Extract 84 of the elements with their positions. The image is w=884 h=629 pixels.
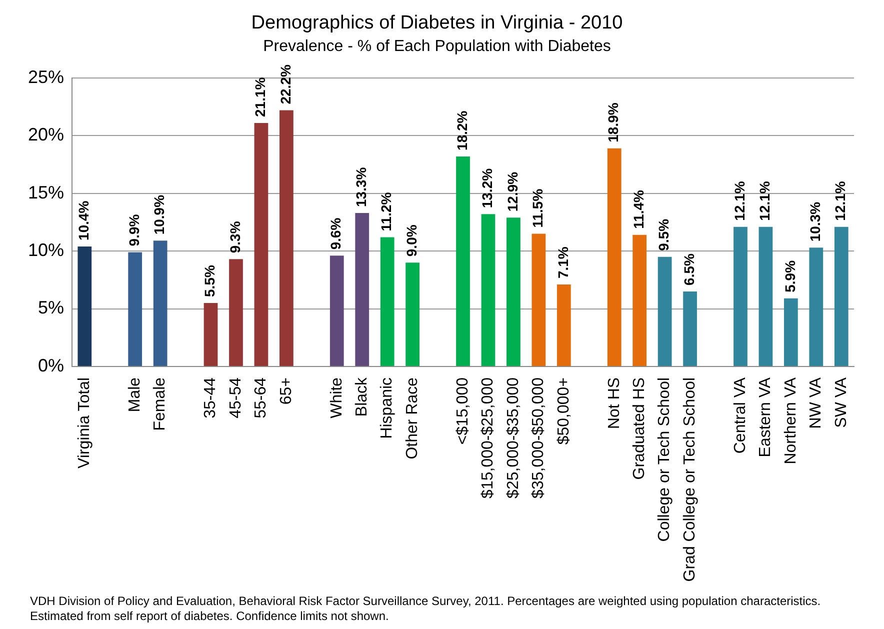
x-tick-label: Male (126, 377, 144, 412)
data-label: 9.3% (226, 220, 243, 254)
data-label: 9.0% (403, 224, 420, 257)
x-tick-label: $25,000-$35,000 (504, 377, 522, 498)
bar (280, 110, 294, 366)
x-tick-label: 65+ (278, 377, 295, 405)
x-tick-label: Central VA (732, 377, 749, 454)
data-label: 6.5% (680, 252, 697, 286)
x-tick-label: Graduated HS (630, 377, 648, 480)
bar (734, 226, 748, 366)
x-tick-label: 45-54 (227, 377, 244, 418)
data-label: 10.3% (807, 201, 824, 242)
bar (784, 298, 798, 366)
x-tick-label: Not HS (606, 377, 623, 430)
bar (204, 302, 218, 366)
data-label: 13.2% (479, 168, 496, 208)
y-tick-label: 10% (28, 240, 64, 260)
text: VDH Division of Policy and Evaluation, Behavioral Risk Factor Surveillance Survey, 2011. Percentages are weighted using population characteristics. Estimated from self report of diabetes. Confidence limits not shown. (30, 594, 822, 624)
y-tick-label: 25% (28, 66, 64, 87)
bar (834, 226, 848, 366)
data-label: 13.3% (352, 166, 369, 207)
x-tick-label: 55-64 (252, 377, 270, 418)
data-label: 12.1% (832, 180, 848, 221)
bar (683, 291, 697, 366)
x-tick-label: $35,000-$50,000 (530, 377, 548, 498)
x-tick-label: $15,000-$25,000 (480, 377, 497, 498)
bar (355, 212, 370, 366)
x-tick-label: College or Tech School (656, 377, 674, 542)
bar (128, 252, 142, 366)
bar (607, 148, 622, 366)
data-label: 9.9% (126, 214, 142, 246)
data-label: 18.2% (454, 110, 470, 150)
data-label: 7.1% (554, 246, 571, 279)
data-label: 12.1% (756, 180, 773, 221)
x-tick-label: <$15,000 (454, 377, 472, 445)
data-label: 10.9% (151, 194, 168, 235)
x-tick-label: Other Race (404, 377, 421, 460)
bar (658, 256, 672, 366)
data-label: 12.9% (504, 171, 520, 212)
bar (78, 246, 92, 366)
x-tick-label: Hispanic (378, 377, 396, 439)
x-tick-label: Female (152, 377, 169, 431)
x-tick-label: NW VA (808, 377, 825, 429)
data-label: 5.5% (202, 264, 218, 297)
y-tick-label: 5% (38, 298, 64, 318)
y-tick-label: 15% (28, 182, 64, 202)
bar (153, 240, 168, 366)
data-label: 11.5% (530, 188, 546, 228)
data-label: 18.9% (605, 102, 622, 142)
data-label: 21.1% (252, 76, 268, 117)
data-label: 9.6% (328, 217, 344, 250)
x-tick-label: White (328, 377, 346, 418)
x-tick-label: SW VA (832, 377, 850, 428)
x-tick-label: Northern VA (782, 377, 800, 464)
y-tick-label: 20% (28, 124, 64, 145)
chart-title: Demographics of Diabetes in Virginia - 2010 (251, 12, 623, 34)
x-tick-label: Eastern VA (757, 377, 774, 458)
x-tick-label: $50,000+ (555, 377, 572, 445)
data-label: 11.2% (378, 192, 394, 232)
bar (809, 248, 824, 366)
bar (456, 156, 470, 366)
x-tick-label: Virginia Total (76, 377, 94, 468)
chart-subtitle: Prevalence - % of Each Population with Diabetes (263, 38, 611, 55)
data-label: 10.4% (76, 200, 92, 240)
data-label: 12.1% (731, 180, 748, 221)
x-tick-label: Grad College or Tech School (681, 377, 698, 582)
x-tick-label: 35-44 (202, 377, 220, 418)
bar (406, 262, 420, 366)
bar (632, 234, 647, 366)
bar (532, 234, 546, 366)
bar (556, 284, 571, 366)
bar (506, 218, 520, 366)
data-label: 5.9% (782, 260, 798, 292)
data-label: 9.5% (656, 218, 672, 251)
y-tick-label: 0% (38, 355, 64, 376)
bar (254, 123, 268, 366)
data-label: 11.4% (630, 189, 646, 229)
bar (330, 256, 344, 366)
x-tick-label: Black (354, 376, 371, 417)
bar (229, 259, 243, 366)
bar (481, 214, 496, 366)
bar (758, 226, 773, 366)
bar (380, 237, 394, 366)
data-label: 22.2% (277, 64, 294, 104)
